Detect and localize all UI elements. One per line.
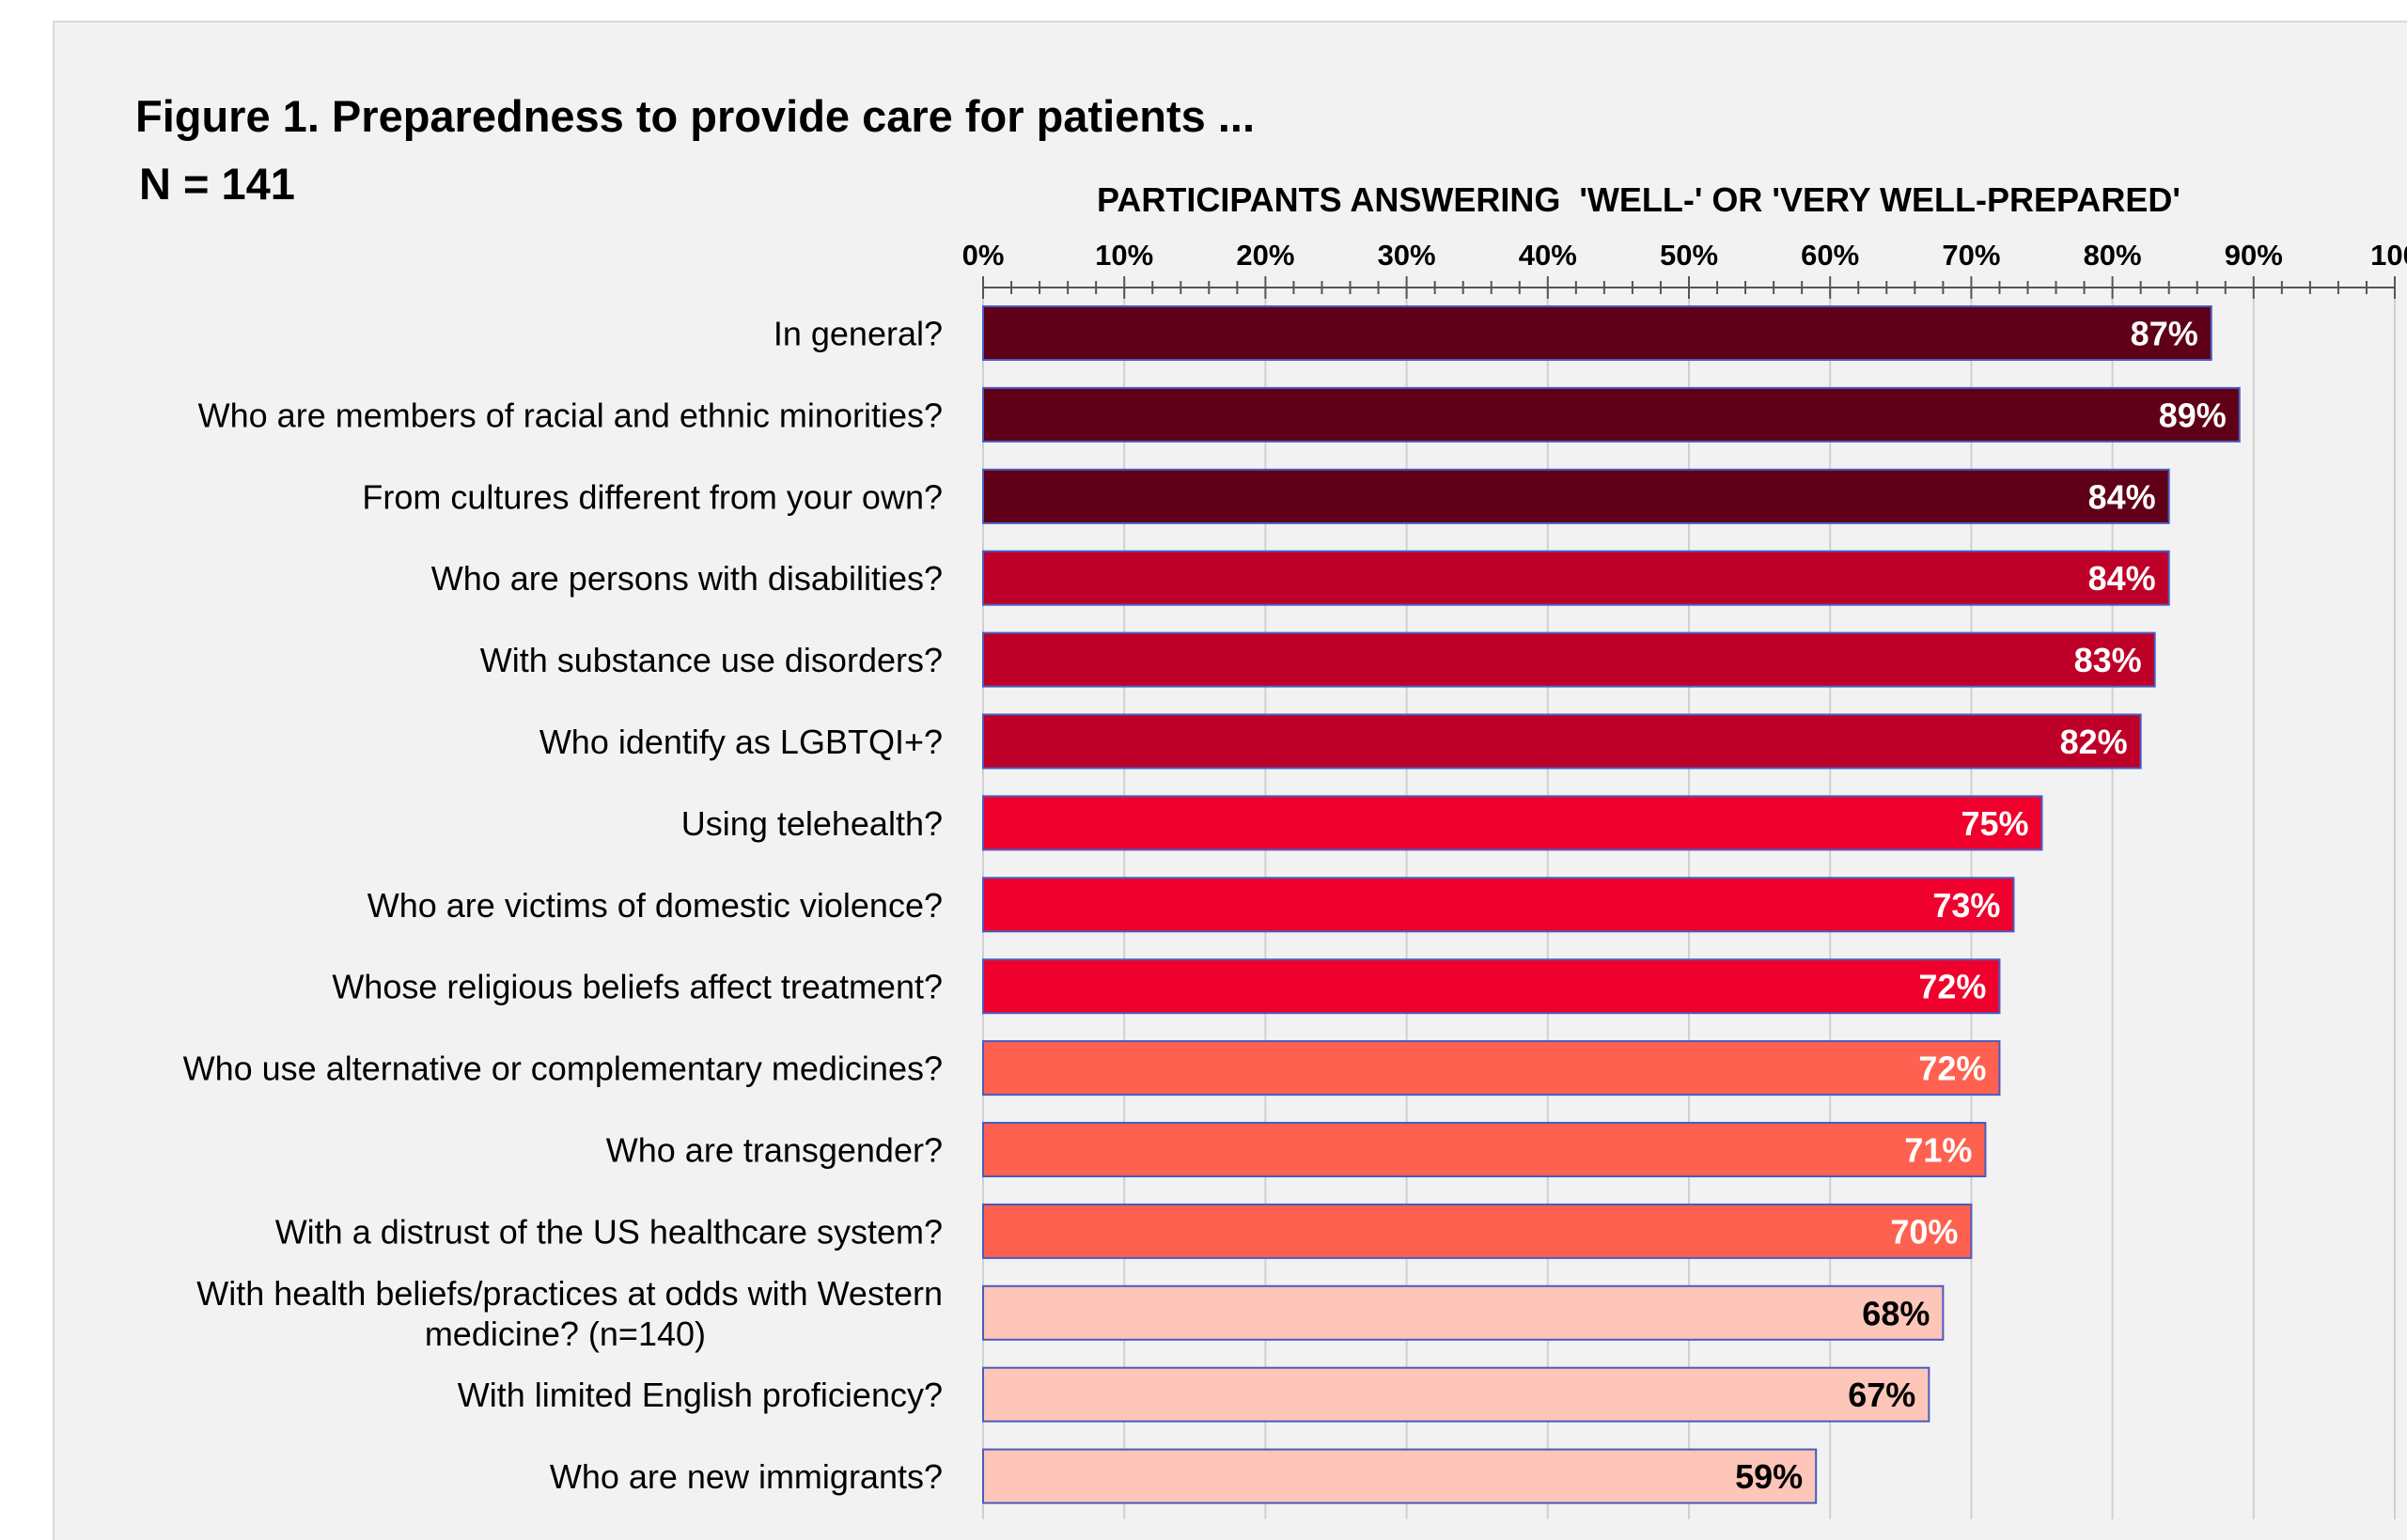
data-label: 71% <box>1904 1131 1972 1170</box>
category-label: Using telehealth? <box>681 804 943 843</box>
category-label: Who identify as LGBTQI+? <box>539 723 943 761</box>
bar <box>982 1122 1987 1177</box>
bar <box>982 1448 1818 1504</box>
bar <box>982 631 2156 688</box>
bar <box>982 305 2212 361</box>
x-tick-label: 100 <box>2370 239 2407 272</box>
bar <box>982 1040 2001 1097</box>
category-label-line: With a distrust of the US healthcare sys… <box>275 1212 943 1251</box>
category-label-line: Who are persons with disabilities? <box>431 559 943 598</box>
category-label: With a distrust of the US healthcare sys… <box>275 1212 943 1251</box>
data-label: 73% <box>1932 886 2000 925</box>
category-label: With limited English proficiency? <box>458 1376 943 1414</box>
category-label-line: Using telehealth? <box>681 804 943 843</box>
bar <box>982 1284 1945 1341</box>
data-label: 72% <box>1918 1050 1986 1088</box>
bar <box>982 386 2241 443</box>
bar <box>982 877 2015 933</box>
category-label-line: With health beliefs/practices at odds wi… <box>196 1274 943 1313</box>
sample-size: N = 141 <box>139 159 295 209</box>
data-label: 70% <box>1890 1212 1958 1251</box>
x-tick-label: 30% <box>1378 239 1436 272</box>
category-label-line: From cultures different from your own? <box>362 477 943 516</box>
data-label: 59% <box>1735 1457 1803 1496</box>
data-label: 84% <box>2088 477 2156 516</box>
category-label-line: Whose religious beliefs affect treatment… <box>332 968 943 1006</box>
bar <box>982 958 2001 1015</box>
bar <box>982 1203 1973 1259</box>
category-label: Who use alternative or complementary med… <box>183 1050 943 1088</box>
bar <box>982 1366 1930 1423</box>
category-label: From cultures different from your own? <box>362 477 943 516</box>
x-tick-label: 10% <box>1095 239 1153 272</box>
category-label-line: Who are victims of domestic violence? <box>367 886 943 925</box>
data-label: 68% <box>1862 1294 1930 1332</box>
category-label: Who are persons with disabilities? <box>431 559 943 598</box>
bar <box>982 713 2142 770</box>
bar <box>982 795 2043 851</box>
data-label: 87% <box>2131 315 2198 353</box>
data-label: 67% <box>1848 1376 1915 1414</box>
category-label-line: Who use alternative or complementary med… <box>183 1050 943 1088</box>
data-label: 82% <box>2060 723 2128 761</box>
bar <box>982 468 2170 524</box>
category-label-line: Who identify as LGBTQI+? <box>539 723 943 761</box>
category-label-line: Who are transgender? <box>606 1131 943 1170</box>
x-tick-label: 40% <box>1519 239 1577 272</box>
x-tick-label: 20% <box>1236 239 1294 272</box>
category-label-line: In general? <box>774 315 943 353</box>
x-tick-label: 90% <box>2225 239 2283 272</box>
category-label: Who are members of racial and ethnic min… <box>198 396 943 434</box>
category-label: In general? <box>774 315 943 353</box>
data-label: 75% <box>1961 804 2028 843</box>
x-tick-label: 0% <box>962 239 1005 272</box>
chart-title: Figure 1. Preparedness to provide care f… <box>135 91 1256 141</box>
category-label: With substance use disorders? <box>480 641 943 679</box>
bar <box>982 550 2170 606</box>
category-label-line: medicine? (n=140) <box>425 1314 706 1353</box>
data-label: 83% <box>2074 641 2142 679</box>
data-label: 84% <box>2088 559 2156 598</box>
category-label-line: Who are new immigrants? <box>550 1457 943 1496</box>
category-label: Who are victims of domestic violence? <box>367 886 943 925</box>
data-label: 89% <box>2159 396 2227 434</box>
data-label: 72% <box>1918 968 1986 1006</box>
category-label-line: Who are members of racial and ethnic min… <box>198 396 943 434</box>
x-tick-label: 80% <box>2084 239 2142 272</box>
category-label: Who are new immigrants? <box>550 1457 943 1496</box>
x-tick-label: 50% <box>1660 239 1718 272</box>
category-label: Whose religious beliefs affect treatment… <box>332 968 943 1006</box>
x-tick-label: 70% <box>1942 239 2000 272</box>
x-tick-label: 60% <box>1801 239 1859 272</box>
category-label: With health beliefs/practices at odds wi… <box>196 1274 943 1353</box>
category-label-line: With substance use disorders? <box>480 641 943 679</box>
x-axis-title: PARTICIPANTS ANSWERING 'WELL-' OR 'VERY … <box>1097 180 2180 219</box>
category-label-line: With limited English proficiency? <box>458 1376 943 1414</box>
category-label: Who are transgender? <box>606 1131 943 1170</box>
